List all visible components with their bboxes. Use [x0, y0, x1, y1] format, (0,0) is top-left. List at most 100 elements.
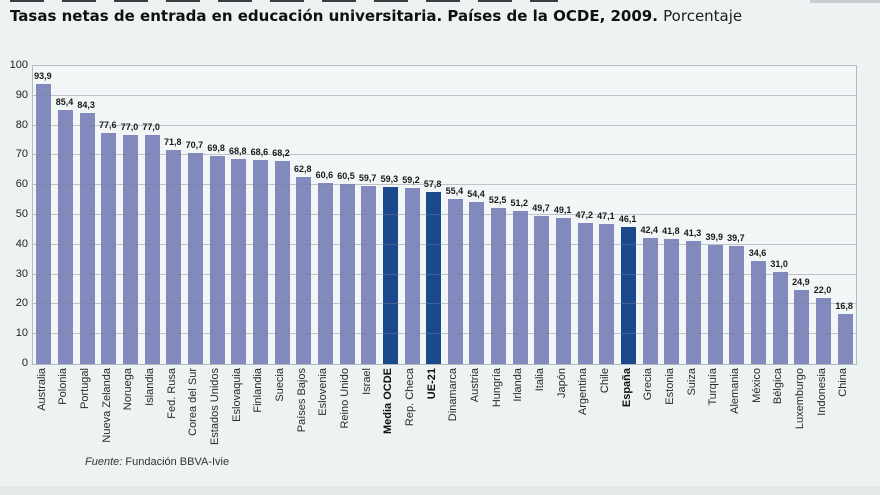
- x-axis-category-label: Rep. Checa: [404, 368, 416, 427]
- bar-value-label: 77,0: [120, 121, 139, 132]
- bar: [57, 109, 73, 364]
- bar: [707, 245, 723, 364]
- bar: [361, 186, 377, 364]
- bar: [686, 240, 702, 364]
- bar-value-label: 85,4: [55, 96, 74, 107]
- bar: [36, 84, 52, 364]
- bar-value-label: 39,9: [705, 232, 723, 243]
- x-axis-category-label: Islandia: [144, 368, 157, 406]
- bar-value-label: 84,3: [77, 99, 95, 110]
- x-axis-category-label: Suecia: [274, 368, 287, 402]
- bar-value-label: 70,7: [185, 140, 204, 151]
- bar-value-label: 49,7: [532, 202, 550, 213]
- bar-value-label: 68,8: [228, 145, 247, 156]
- x-axis-category-label: Turquía: [707, 368, 720, 406]
- x-axis-category-label: Austria: [468, 368, 481, 403]
- bar-value-label: 59,2: [402, 174, 420, 185]
- x-axis-category-label: Hungría: [490, 368, 503, 408]
- bar: [642, 237, 658, 364]
- x-axis-category-label: Suiza: [685, 368, 698, 396]
- x-axis-category-label: Chile: [598, 368, 611, 394]
- y-axis-tick-label: 40: [15, 237, 28, 250]
- bar: [144, 134, 160, 364]
- x-axis-category-label: Eslovenia: [317, 368, 330, 416]
- x-axis-category-label: Nueva Zelanda: [100, 368, 113, 443]
- gridline: [33, 94, 856, 96]
- bar: [339, 183, 355, 364]
- x-axis-category-label: Media OCDE: [382, 368, 395, 435]
- bar: [556, 217, 572, 364]
- source-note: Fuente: Fundación BBVA-Ivie: [85, 456, 229, 468]
- bar: [751, 260, 767, 364]
- bar-value-label: 77,6: [99, 119, 117, 130]
- bar-value-label: 47,2: [575, 210, 594, 221]
- bar: [122, 134, 138, 364]
- bar: [209, 156, 225, 364]
- bar-value-label: 57,8: [423, 178, 442, 189]
- x-axis-category-label: Bélgica: [772, 368, 785, 405]
- x-axis-category-label: México: [750, 368, 763, 403]
- bar-value-label: 60,5: [337, 170, 355, 181]
- bar: [469, 201, 485, 364]
- bar-value-label: 24,9: [792, 276, 810, 287]
- bar: [772, 271, 788, 364]
- bar-value-label: 49,1: [553, 204, 572, 215]
- x-axis-category-label: Grecia: [642, 368, 655, 401]
- bar: [512, 211, 528, 364]
- bar: [296, 176, 312, 364]
- bar-value-label: 41,3: [683, 227, 702, 238]
- bar: [664, 239, 680, 364]
- bar-value-label: 34,6: [748, 247, 767, 258]
- bar-highlighted: [621, 226, 637, 364]
- bar: [166, 150, 182, 364]
- x-axis-category-label: Portugal: [79, 368, 92, 409]
- x-axis-category-label: Estonia: [663, 368, 676, 405]
- bar: [404, 187, 420, 364]
- chart-title-main: Tasas netas de entrada en educación univ…: [10, 7, 658, 25]
- bar-value-label: 68,2: [272, 147, 290, 158]
- bar: [447, 198, 463, 364]
- x-axis-category-label: Israel: [360, 368, 373, 395]
- bar-value-label: 62,8: [293, 163, 312, 174]
- bar-value-label: 93,9: [34, 71, 52, 82]
- bar-value-label: 69,8: [207, 142, 225, 153]
- y-axis-tick-label: 30: [15, 267, 28, 280]
- y-axis-tick-label: 90: [15, 88, 28, 101]
- x-axis-category-label: Irlanda: [512, 368, 525, 402]
- chart-title-suffix: Porcentaje: [663, 7, 743, 25]
- x-axis-category-label: Eslovaquia: [230, 368, 243, 422]
- x-axis-category-label: Países Bajos: [295, 368, 308, 433]
- bar-value-label: 41,8: [662, 226, 680, 237]
- y-axis-tick-label: 20: [15, 297, 28, 310]
- bar: [491, 207, 507, 364]
- x-axis-category-label: Alemania: [728, 368, 741, 414]
- x-axis-category-label: Argentina: [577, 368, 590, 416]
- bar-value-label: 54,4: [467, 188, 485, 199]
- y-axis-tick-label: 70: [15, 148, 28, 161]
- bar-value-label: 31,0: [770, 258, 788, 269]
- bar: [317, 183, 333, 364]
- source-label: Fuente:: [85, 456, 123, 468]
- x-axis-category-label: Indonesia: [815, 368, 828, 416]
- x-axis-category-label: Polonia: [57, 368, 70, 405]
- plot-area: [32, 65, 857, 365]
- x-axis-category-label: China: [837, 368, 850, 397]
- x-axis-category-label: Reino Unido: [339, 368, 352, 429]
- y-axis-tick-label: 60: [15, 178, 28, 191]
- bar-value-label: 16,8: [835, 300, 853, 311]
- bar-value-label: 59,7: [358, 173, 377, 184]
- bar: [816, 298, 831, 364]
- bar-value-label: 42,4: [640, 224, 659, 235]
- x-axis-category-label: Italia: [533, 368, 546, 392]
- screenshot-top-right-artifact: [810, 0, 880, 3]
- bar: [577, 223, 593, 364]
- bar-value-label: 51,2: [510, 198, 529, 209]
- bar: [79, 112, 95, 364]
- bar: [729, 245, 745, 364]
- x-axis-category-label: Estados Unidos: [209, 368, 222, 446]
- x-axis-category-label: España: [620, 368, 633, 408]
- bar-value-label: 77,0: [142, 121, 160, 132]
- bar-value-label: 22,0: [813, 285, 832, 296]
- bar-value-label: 71,8: [164, 137, 182, 148]
- source-value: Fundación BBVA-Ivie: [125, 456, 230, 468]
